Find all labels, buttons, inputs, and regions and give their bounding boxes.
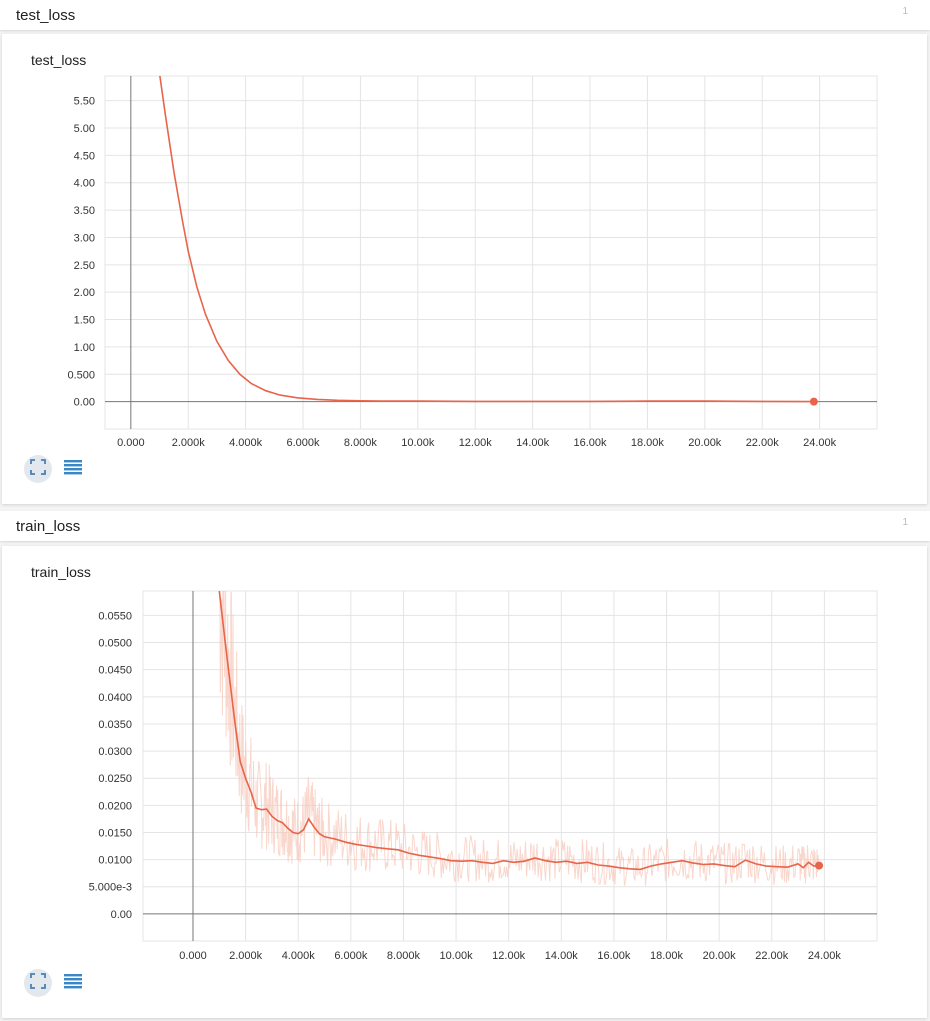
section-header-test-loss[interactable]: test_loss 1 (0, 0, 930, 30)
raw-series-line (219, 591, 820, 886)
chart-card-train-loss: train_loss 0.000 2.000k 4.000k 6.000k 8.000k… (2, 546, 927, 1018)
y-tick-label: 2.50 (74, 260, 95, 272)
toggle-data-button[interactable] (59, 969, 87, 997)
x-tick-label: 8.000k (344, 437, 378, 449)
x-tick-label: 8.000k (387, 950, 421, 962)
x-tick-label: 2.000k (172, 437, 206, 449)
section-title: test_loss (16, 7, 76, 24)
fullscreen-icon (30, 458, 46, 480)
y-tick-label: 3.50 (74, 205, 95, 217)
y-tick-label: 1.50 (74, 315, 95, 327)
chart-train-loss[interactable]: 0.000 2.000k 4.000k 6.000k 8.000k 10.00k 12.00… (2, 546, 927, 1018)
y-tick-label: 0.0350 (98, 719, 132, 731)
chart-test-loss[interactable]: 0.000 2.000k 4.000k 6.000k 8.000k 10.00k 12.00… (2, 34, 927, 504)
fullscreen-icon (30, 972, 46, 994)
x-tick-label: 12.00k (492, 950, 526, 962)
x-tick-label: 4.000k (282, 950, 316, 962)
y-tick-label: 0.0450 (98, 665, 132, 677)
x-tick-label: 18.00k (631, 437, 665, 449)
series-end-point (815, 861, 824, 870)
y-tick-label: 3.00 (74, 232, 95, 244)
x-tick-label: 20.00k (703, 950, 737, 962)
list-icon (63, 973, 83, 994)
x-tick-label: 0.000 (179, 950, 207, 962)
x-tick-label: 4.000k (229, 437, 263, 449)
chart-title: train_loss (31, 564, 91, 580)
x-tick-label: 14.00k (516, 437, 550, 449)
y-tick-label: 0.0550 (98, 610, 132, 622)
plot-frame (104, 75, 878, 430)
section-title: train_loss (16, 518, 81, 535)
expand-button[interactable] (24, 455, 52, 483)
list-icon (63, 459, 83, 480)
section-count: 1 (902, 517, 908, 528)
y-tick-label: 4.50 (74, 150, 95, 162)
series-line (159, 76, 814, 403)
toggle-data-button[interactable] (59, 455, 87, 483)
y-tick-label: 0.500 (67, 369, 95, 381)
y-tick-label: 0.0250 (98, 773, 132, 785)
y-tick-label: 5.000e-3 (89, 882, 132, 894)
plot-frame (142, 590, 878, 942)
x-tick-label: 16.00k (597, 950, 631, 962)
x-tick-label: 6.000k (334, 950, 368, 962)
x-tick-label: 10.00k (440, 950, 474, 962)
x-tick-label: 20.00k (688, 437, 722, 449)
x-tick-label: 12.00k (459, 437, 493, 449)
y-tick-label: 0.0100 (98, 855, 132, 867)
x-tick-label: 6.000k (287, 437, 321, 449)
y-tick-label: 0.0300 (98, 746, 132, 758)
section-count: 1 (902, 6, 908, 17)
x-tick-label: 24.00k (803, 437, 837, 449)
y-tick-label: 0.0200 (98, 800, 132, 812)
section-header-train-loss[interactable]: train_loss 1 (0, 511, 930, 541)
expand-button[interactable] (24, 969, 52, 997)
chart-card-test-loss: test_loss 0.000 2.000k 4.000k 6.000k 8.000k 1… (2, 34, 927, 504)
y-tick-label: 5.00 (74, 123, 95, 135)
y-tick-label: 0.00 (111, 909, 132, 921)
x-tick-label: 24.00k (808, 950, 842, 962)
y-tick-label: 0.0500 (98, 638, 132, 650)
x-tick-label: 14.00k (545, 950, 579, 962)
y-tick-label: 1.00 (74, 342, 95, 354)
series-line (218, 591, 820, 871)
y-tick-label: 0.00 (74, 397, 95, 409)
x-tick-label: 2.000k (229, 950, 263, 962)
x-tick-label: 22.00k (746, 437, 780, 449)
y-tick-label: 0.0400 (98, 692, 132, 704)
y-tick-label: 0.0150 (98, 827, 132, 839)
x-tick-label: 10.00k (401, 437, 435, 449)
x-tick-label: 16.00k (573, 437, 607, 449)
y-tick-label: 5.50 (74, 96, 95, 108)
y-tick-label: 4.00 (74, 178, 95, 190)
y-tick-label: 2.00 (74, 287, 95, 299)
x-tick-label: 0.000 (117, 437, 145, 449)
x-tick-label: 22.00k (755, 950, 789, 962)
chart-title: test_loss (31, 52, 87, 68)
series-end-point (809, 397, 818, 406)
x-tick-label: 18.00k (650, 950, 684, 962)
